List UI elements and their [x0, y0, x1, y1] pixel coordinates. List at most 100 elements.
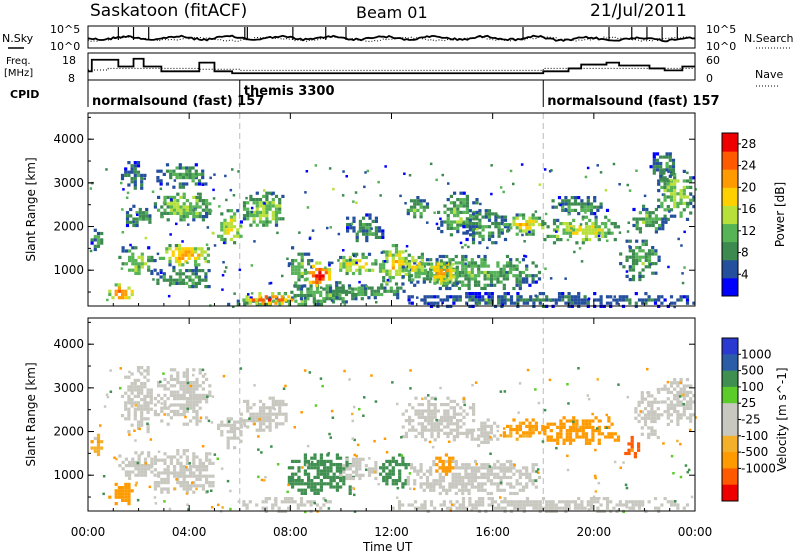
range-cell	[147, 265, 151, 269]
range-cell	[420, 268, 424, 272]
range-cell	[268, 422, 272, 426]
range-cell	[499, 496, 502, 499]
range-cell	[669, 400, 674, 404]
range-cell	[236, 436, 240, 440]
range-cell	[157, 458, 161, 462]
range-cell	[476, 228, 479, 231]
range-cell	[365, 223, 369, 227]
range-cell	[176, 481, 180, 485]
range-cell	[411, 259, 415, 263]
range-cell	[358, 464, 362, 468]
range-cell	[136, 394, 141, 398]
range-cell	[666, 413, 670, 417]
range-cell	[441, 469, 445, 473]
range-cell	[160, 402, 164, 405]
range-cell	[480, 258, 484, 262]
range-cell	[176, 458, 180, 462]
range-cell	[521, 472, 526, 476]
range-cell	[278, 198, 282, 202]
data-region	[401, 396, 476, 442]
range-cell	[297, 488, 301, 492]
range-cell	[435, 280, 439, 284]
range-cell	[264, 295, 268, 299]
range-cell	[588, 422, 592, 426]
range-cell	[169, 458, 173, 462]
range-cell	[459, 425, 463, 429]
range-cell	[136, 498, 140, 502]
range-cell	[685, 378, 690, 382]
range-cell	[255, 201, 259, 205]
range-cell	[355, 232, 359, 236]
range-cell	[319, 290, 323, 294]
range-cell	[124, 482, 128, 486]
range-cell	[351, 464, 356, 468]
range-cell	[509, 270, 513, 275]
range-cell	[644, 239, 648, 243]
range-cell	[286, 490, 289, 494]
range-cell	[206, 253, 210, 257]
range-cell	[657, 255, 661, 259]
range-cell	[467, 286, 471, 291]
range-cell	[435, 222, 439, 226]
range-cell	[263, 202, 266, 205]
range-cell	[319, 299, 324, 303]
range-cell	[564, 500, 568, 504]
range-cell	[487, 218, 492, 222]
range-cell	[138, 211, 142, 215]
range-cell	[416, 296, 419, 299]
range-cell	[685, 179, 690, 183]
range-cell	[213, 244, 217, 247]
range-cell	[650, 403, 654, 408]
range-cell	[303, 488, 307, 492]
range-cell	[583, 205, 587, 209]
range-cell	[660, 295, 664, 299]
range-cell	[162, 256, 166, 260]
range-cell	[182, 202, 186, 206]
range-cell	[186, 407, 189, 411]
range-cell	[201, 484, 205, 488]
range-cell	[335, 284, 339, 288]
range-cell	[319, 479, 323, 483]
range-cell	[205, 393, 209, 397]
range-cell	[165, 163, 170, 167]
range-cell	[367, 296, 371, 300]
range-cell	[565, 228, 569, 232]
data-region	[401, 252, 428, 282]
range-cell	[407, 260, 411, 264]
range-cell	[195, 400, 199, 404]
range-cell	[239, 439, 243, 443]
range-cell	[208, 202, 212, 206]
range-cell	[609, 295, 613, 299]
range-cell	[478, 221, 482, 226]
range-cell	[189, 208, 193, 212]
range-cell	[367, 470, 372, 474]
range-cell	[534, 485, 538, 489]
range-cell	[291, 485, 295, 489]
range-cell	[291, 271, 295, 275]
range-cell	[382, 466, 386, 470]
range-cell	[404, 409, 408, 413]
range-cell	[144, 236, 148, 240]
range-cell	[604, 189, 608, 192]
range-cell	[181, 182, 186, 186]
range-cell	[653, 413, 657, 417]
range-cell	[427, 428, 431, 432]
range-cell	[192, 484, 196, 488]
range-cell	[548, 378, 552, 382]
range-cell	[502, 463, 506, 467]
range-cell	[127, 430, 131, 434]
range-cell	[449, 220, 453, 224]
range-cell	[414, 412, 418, 416]
range-cell	[465, 210, 469, 214]
range-cell	[628, 500, 632, 504]
range-cell	[471, 237, 476, 242]
range-cell	[197, 269, 202, 273]
range-cell	[461, 258, 465, 262]
range-cell	[531, 418, 535, 422]
range-cell	[524, 255, 528, 258]
range-cell	[355, 268, 359, 272]
range-cell	[297, 469, 301, 473]
range-cell	[179, 208, 183, 212]
range-cell	[242, 422, 247, 426]
range-cell	[673, 378, 677, 382]
